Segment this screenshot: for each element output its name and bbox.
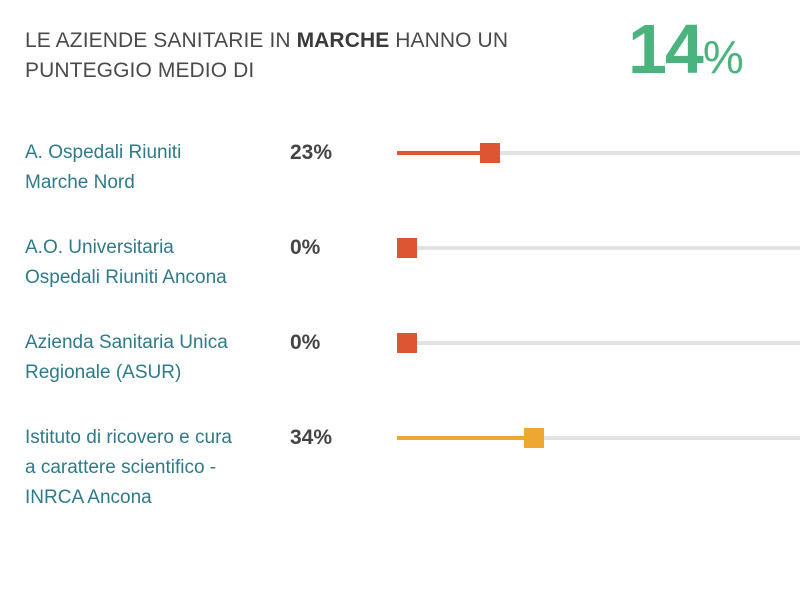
category-label-line: A.O. Universitaria	[25, 237, 174, 258]
bar-marker	[524, 428, 545, 448]
category-label: A.O. Universitaria Ospedali Riuniti Ancon…	[25, 233, 270, 293]
category-label: Istituto di ricovero e cura a carattere s…	[25, 423, 270, 513]
category-label-line: Istituto di ricovero e cura	[25, 427, 232, 448]
headline-text-before: LE AZIENDE SANITARIE IN	[25, 29, 297, 52]
header: LE AZIENDE SANITARIE IN MARCHE HANNO UN …	[25, 26, 605, 86]
bar-row: A. Ospedali Riuniti Marche Nord 23%	[0, 138, 800, 228]
bar-row: Azienda Sanitaria Unica Regionale (ASUR) 0…	[0, 328, 800, 418]
category-label-line: Ospedali Riuniti Ancona	[25, 267, 227, 288]
bar-marker	[479, 143, 500, 163]
category-label-line: INRCA Ancona	[25, 487, 152, 508]
bar-marker	[397, 333, 417, 353]
category-label-line: Azienda Sanitaria Unica	[25, 332, 228, 353]
value-label: 34%	[290, 426, 333, 449]
bar-row: A.O. Universitaria Ospedali Riuniti Ancon…	[0, 233, 800, 323]
value-label: 0%	[290, 331, 321, 354]
headline-text-after: HANNO UN PUNTEGGIO MEDIO DI	[25, 29, 509, 82]
category-label-line: Marche Nord	[25, 172, 135, 193]
category-label-line: Regionale (ASUR)	[25, 362, 182, 383]
average-score-value: 14	[628, 10, 704, 88]
average-score: 14%	[628, 14, 744, 84]
bar-fill	[397, 151, 490, 155]
average-score-unit: %	[702, 31, 744, 83]
category-label: A. Ospedali Riuniti Marche Nord	[25, 138, 270, 198]
value-label: 0%	[290, 236, 321, 259]
bar-track	[397, 238, 800, 258]
bar-track	[397, 333, 800, 353]
bar-marker	[397, 238, 417, 258]
category-label: Azienda Sanitaria Unica Regionale (ASUR)	[25, 328, 270, 388]
headline: LE AZIENDE SANITARIE IN MARCHE HANNO UN …	[25, 26, 605, 86]
value-label: 23%	[290, 141, 333, 164]
bar-fill	[397, 436, 535, 440]
bar-track	[397, 428, 800, 448]
bar-row: Istituto di ricovero e cura a carattere s…	[0, 423, 800, 513]
category-label-line: A. Ospedali Riuniti	[25, 142, 182, 163]
bar-track	[397, 143, 800, 163]
headline-region: MARCHE	[296, 29, 390, 52]
category-label-line: a carattere scientifico -	[25, 457, 217, 478]
